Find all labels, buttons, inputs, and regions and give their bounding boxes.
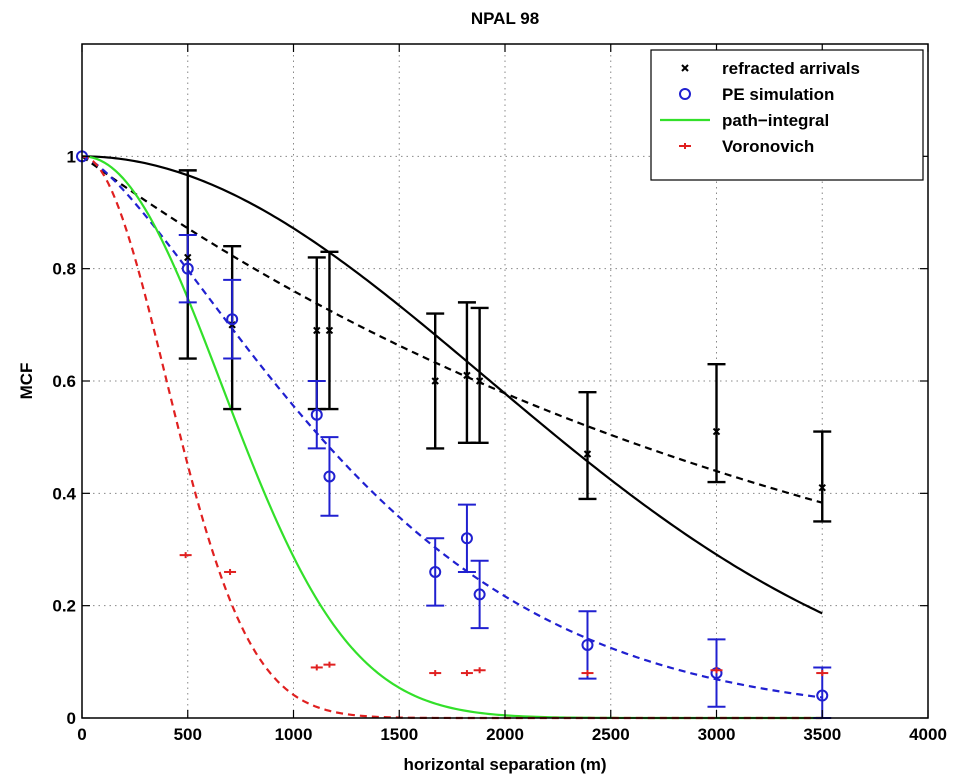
data-point-voronovich: [473, 667, 486, 674]
x-marker-stroke: [184, 253, 192, 262]
legend-marker-swatch: [679, 143, 691, 149]
x-tick-label: 1500: [380, 725, 418, 744]
legend-marker-swatch: [681, 64, 689, 72]
legend-label: Voronovich: [722, 137, 814, 156]
data-point-pe-simulation: [310, 408, 323, 421]
x-tick-label: 3000: [698, 725, 736, 744]
x-tick-label: 2000: [486, 725, 524, 744]
x-tick-labels: 0 500 1000 1500 2000 2500 3000 3500 4000: [77, 725, 947, 744]
x-marker-stroke: [583, 450, 592, 458]
x-tick-label: 500: [174, 725, 202, 744]
fit-curves: [81, 155, 823, 720]
chart-title: NPAL 98: [471, 9, 539, 28]
legend-label: refracted arrivals: [722, 59, 860, 78]
data-point-voronovich: [323, 661, 336, 668]
legend-marker-swatch: [679, 88, 691, 100]
legend-label: PE simulation: [722, 85, 834, 104]
data-point-voronovich: [179, 552, 192, 559]
error-bars: [178, 169, 832, 719]
data-point-refracted-arrivals: [475, 377, 484, 385]
data-point-pe-simulation: [473, 588, 486, 601]
curve-pe-simulation-fit: [81, 155, 823, 699]
curve-voronovich-fit: [81, 155, 823, 720]
data-point-pe-simulation: [581, 638, 594, 651]
x-tick-label: 0: [77, 725, 86, 744]
x-marker-stroke: [712, 427, 721, 436]
x-marker-stroke: [818, 484, 826, 492]
data-point-refracted-arrivals: [712, 427, 721, 436]
data-point-pe-simulation: [181, 262, 194, 275]
y-tick-label: 0.8: [52, 260, 76, 279]
y-tick-label: 0.4: [52, 484, 76, 503]
x-marker-stroke: [431, 377, 439, 385]
x-tick-label: 3500: [803, 725, 841, 744]
data-point-voronovich: [310, 664, 323, 671]
curve-refracted-arrivals-fit: [81, 155, 823, 615]
x-marker-stroke: [313, 326, 321, 335]
x-tick-label: 2500: [592, 725, 630, 744]
y-tick-label: 1: [67, 147, 76, 166]
data-point-pe-simulation: [226, 313, 239, 326]
legend-box: [650, 49, 924, 181]
curve-refracted-arrivals-exp: [81, 155, 823, 504]
data-point-refracted-arrivals: [313, 326, 321, 335]
x-marker-stroke: [463, 371, 471, 380]
data-point-refracted-arrivals: [431, 377, 439, 385]
x-marker-stroke: [475, 377, 484, 385]
y-tick-labels: 0 0.2 0.4 0.6 0.8 1: [52, 147, 76, 728]
data-point-refracted-arrivals: [463, 371, 471, 380]
data-point-voronovich: [429, 670, 442, 677]
y-axis-title: MCF: [17, 363, 36, 400]
data-point-refracted-arrivals: [184, 253, 192, 262]
x-marker-stroke: [325, 326, 334, 335]
legend-entry: path−integral: [660, 111, 829, 130]
legend-label: path−integral: [722, 111, 829, 130]
x-marker-stroke: [681, 64, 689, 72]
data-point-pe-simulation: [816, 689, 829, 702]
data-point-voronovich: [224, 568, 237, 575]
legend-entry: PE simulation: [679, 85, 834, 104]
data-point-refracted-arrivals: [818, 484, 826, 492]
x-axis-title: horizontal separation (m): [403, 755, 606, 774]
data-point-refracted-arrivals: [583, 450, 592, 458]
data-point-voronovich: [581, 670, 594, 677]
legend-entry: refracted arrivals: [681, 59, 860, 78]
y-tick-label: 0: [67, 709, 76, 728]
y-tick-label: 0.2: [52, 597, 76, 616]
data-point-voronovich: [710, 667, 723, 674]
axis-ticks: [81, 44, 929, 719]
legend: refracted arrivals PE simulation path−inte…: [650, 49, 924, 181]
data-point-voronovich: [816, 670, 829, 677]
y-tick-label: 0.6: [52, 372, 76, 391]
data-point-refracted-arrivals: [325, 326, 334, 335]
data-point-pe-simulation: [323, 470, 336, 483]
data-point-pe-simulation: [460, 532, 473, 545]
data-point-voronovich: [460, 670, 473, 677]
legend-entry: Voronovich: [679, 137, 814, 156]
x-tick-label: 1000: [275, 725, 313, 744]
data-point-pe-simulation: [429, 565, 442, 578]
x-tick-label: 4000: [909, 725, 947, 744]
curve-path-integral: [81, 155, 823, 720]
